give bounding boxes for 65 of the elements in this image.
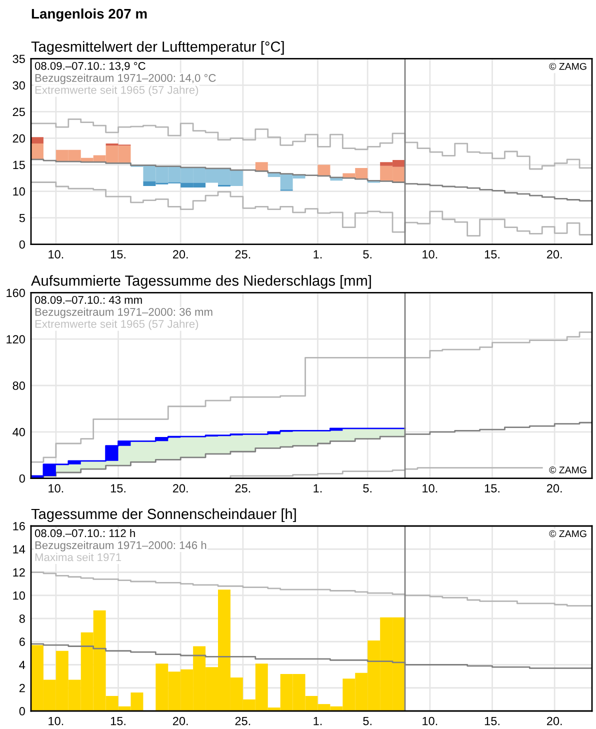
annotation: Extremwerte seit 1965 (57 Jahre)	[35, 86, 198, 96]
x-tick-label: 10.	[48, 250, 64, 259]
x-tick-label: 25.	[235, 716, 250, 726]
y-tick-label: 16	[13, 522, 25, 530]
annotation: © ZAMG	[549, 466, 586, 474]
annotation: © ZAMG	[549, 530, 586, 538]
x-tick-label: 1.	[314, 484, 322, 492]
annotation: Bezugszeitraum 1971–2000: 36 mm	[35, 308, 212, 318]
y-tick-label: 40	[12, 428, 25, 436]
annotation: Bezugszeitraum 1971–2000: 146 h	[35, 541, 206, 552]
chart-title: Tagessumme der Sonnenscheindauer [h]	[31, 508, 296, 522]
x-tick-label: 20.	[172, 716, 188, 726]
x-tick-label: 5.	[363, 250, 372, 259]
x-tick-label: 10.	[48, 484, 64, 493]
y-tick-label: 12	[13, 568, 25, 577]
x-tick-label: 5.	[363, 484, 372, 493]
x-tick-label: 25.	[235, 250, 250, 259]
chart-title: Aufsummierte Tagessumme des Niederschlags [mm]	[31, 275, 371, 289]
y-tick-label: 8	[19, 614, 25, 623]
x-tick-label: 20.	[546, 716, 562, 726]
annotation: © ZAMG	[549, 62, 586, 70]
annotation: Bezugszeitraum 1971–2000: 14,0 °C	[35, 74, 216, 84]
y-tick-label: 14	[13, 545, 26, 554]
x-tick-label: 15.	[484, 250, 500, 259]
annotation: Maxima seit 1971	[35, 553, 122, 562]
x-tick-label: 15.	[484, 716, 500, 726]
chart-title: Langenlois 207 m	[32, 8, 147, 22]
annotation: 08.09.–07.10.: 112 h	[34, 529, 135, 538]
y-tick-label: 120	[6, 335, 25, 344]
y-tick-label: 35	[12, 54, 25, 64]
annotation: Extremwerte seit 1965 (57 Jahre)	[35, 320, 198, 330]
annotation: 08.09.–07.10.: 13,9 °C	[34, 62, 146, 72]
y-tick-label: 20	[12, 134, 25, 143]
y-tick-label: 5	[19, 214, 25, 222]
x-tick-label: 20.	[172, 250, 188, 259]
y-tick-label: 4	[19, 660, 26, 670]
x-tick-label: 1.	[314, 250, 322, 258]
x-tick-label: 20.	[546, 250, 562, 259]
chart-subtitle: Tagesmittelwert der Lufttemperatur [°C]	[31, 41, 284, 55]
y-tick-label: 6	[19, 638, 25, 646]
y-tick-label: 25	[12, 108, 25, 116]
x-tick-label: 10.	[422, 484, 438, 493]
x-tick-label: 20.	[546, 484, 562, 493]
x-tick-label: 15.	[110, 250, 126, 259]
x-tick-label: 10.	[48, 716, 64, 726]
y-tick-label: 2	[19, 684, 25, 692]
x-tick-label: 10.	[422, 250, 438, 259]
y-tick-label: 0	[19, 707, 25, 716]
y-tick-label: 0	[19, 474, 25, 483]
y-tick-label: 160	[6, 288, 25, 298]
y-tick-label: 0	[19, 240, 25, 249]
x-tick-label: 20.	[172, 484, 188, 493]
x-tick-label: 10.	[422, 716, 438, 726]
y-tick-label: 10	[13, 591, 25, 600]
x-tick-label: 15.	[110, 716, 126, 726]
y-tick-label: 80	[12, 382, 25, 390]
y-tick-label: 15	[13, 160, 25, 170]
x-tick-label: 25.	[235, 484, 250, 493]
x-tick-label: 1.	[314, 716, 322, 726]
x-tick-label: 5.	[363, 716, 372, 726]
x-tick-label: 15.	[110, 484, 126, 493]
annotation: 08.09.–07.10.: 43 mm	[34, 296, 142, 304]
x-tick-label: 15.	[484, 484, 500, 493]
y-tick-label: 30	[12, 81, 25, 90]
y-tick-label: 10	[13, 187, 25, 196]
